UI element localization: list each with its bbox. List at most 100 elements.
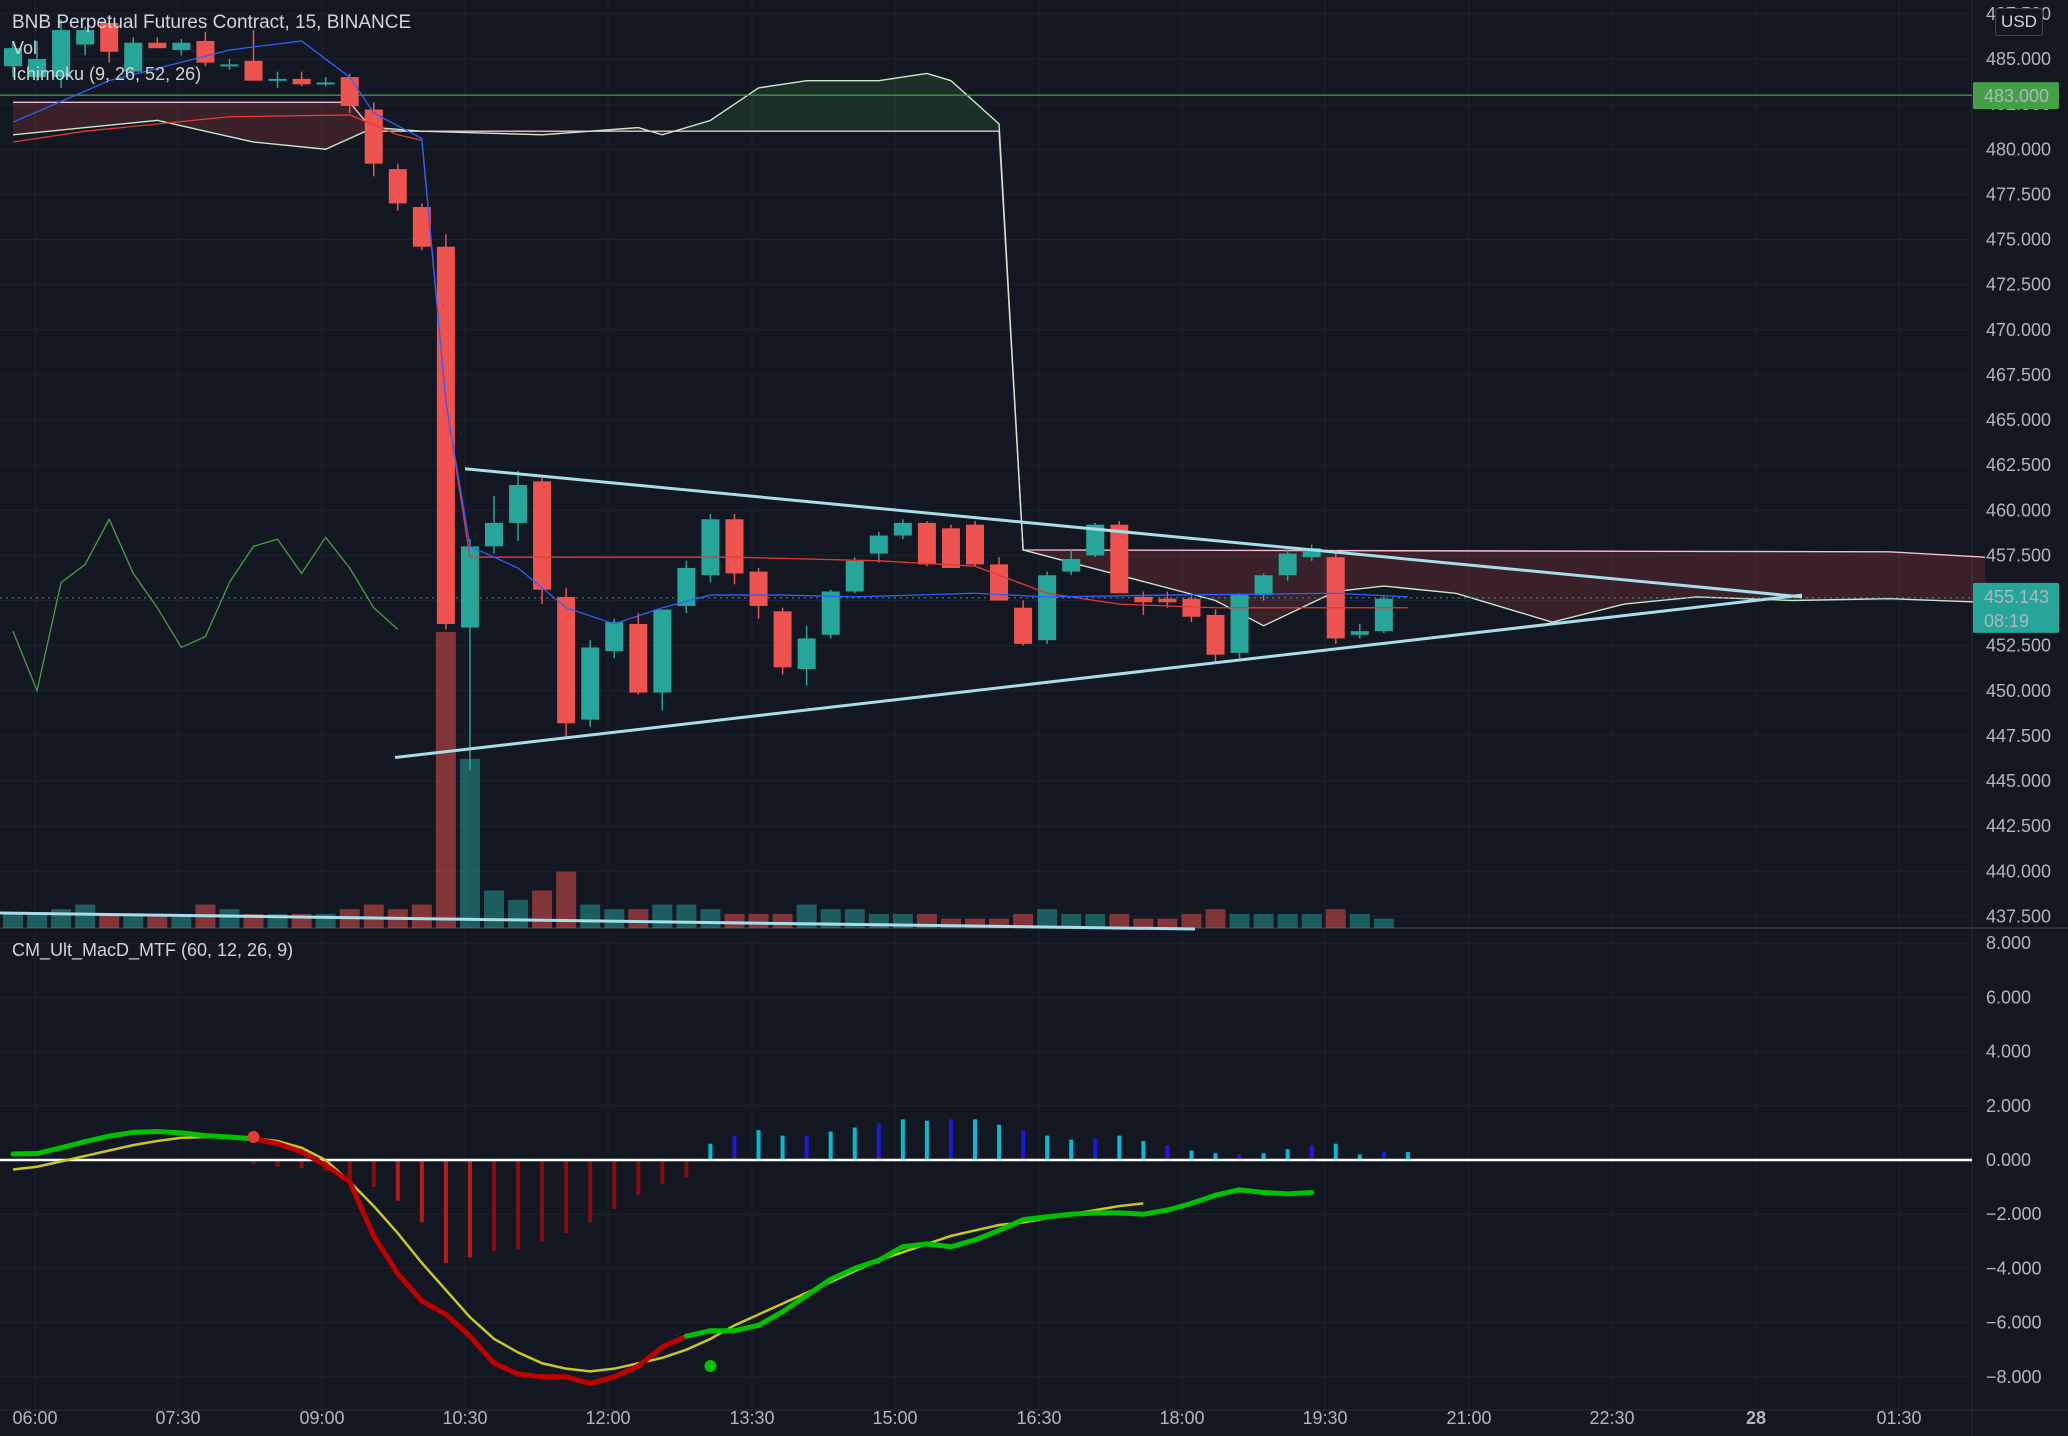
- candle-body: [28, 59, 47, 78]
- candle-body: [460, 546, 479, 628]
- histogram-bar: [540, 1160, 545, 1242]
- time-axis-label: 09:00: [299, 1408, 344, 1428]
- tenkan-sen-line: [12, 40, 1408, 625]
- macd-segment: [130, 1129, 160, 1135]
- macd-segment: [1188, 1192, 1218, 1206]
- price-axis-label: 467.500: [1986, 365, 2051, 385]
- candle-body: [1182, 598, 1201, 617]
- histogram-bar: [1141, 1141, 1146, 1160]
- histogram-bar: [780, 1135, 785, 1160]
- time-axis-label: 12:00: [585, 1408, 630, 1428]
- histogram-bar: [1213, 1153, 1218, 1160]
- currency-button[interactable]: USD: [1995, 8, 2043, 36]
- candle: [533, 477, 552, 605]
- histogram-bar: [828, 1131, 833, 1160]
- volume-bar: [1085, 913, 1106, 928]
- candle: [388, 163, 407, 211]
- macd-axis-label: −4.000: [1986, 1258, 2042, 1278]
- histogram-bar: [876, 1123, 881, 1160]
- candle: [1038, 571, 1057, 644]
- histogram-bar: [1309, 1145, 1314, 1160]
- macd-segment: [347, 1179, 377, 1239]
- macd-segment: [154, 1129, 184, 1136]
- time-axis-label: 21:00: [1446, 1408, 1491, 1428]
- macd-segment: [1044, 1211, 1074, 1220]
- volume-trendline: [0, 911, 1196, 931]
- macd-axis-label: −8.000: [1986, 1367, 2042, 1387]
- candle: [725, 513, 744, 585]
- histogram-bar: [1021, 1130, 1026, 1160]
- time-axis-label: 01:30: [1876, 1408, 1921, 1428]
- price-axis-label: 460.000: [1986, 500, 2051, 520]
- macd-segment: [202, 1133, 232, 1140]
- volume-bar: [556, 871, 577, 928]
- candle-body: [52, 30, 71, 78]
- volume-bar: [147, 913, 168, 928]
- price-axis-label: 440.000: [1986, 861, 2051, 881]
- histogram-bar: [852, 1127, 857, 1160]
- kijun-sen-line: [12, 114, 1408, 609]
- macd-segment: [852, 1257, 882, 1271]
- volume-bar: [1133, 918, 1154, 928]
- volume-legend: Vol: [12, 38, 38, 58]
- candle-body: [725, 519, 744, 574]
- candle-body: [605, 622, 624, 652]
- candle-body: [316, 82, 335, 85]
- volume-bar: [989, 918, 1010, 928]
- macd-legend: CM_Ult_MacD_MTF (60, 12, 26, 9): [12, 940, 294, 960]
- macd-segment: [1068, 1210, 1098, 1217]
- price-axis-label: 445.000: [1986, 771, 2051, 791]
- volume-bar: [1229, 913, 1250, 928]
- volume-bar: [484, 890, 504, 928]
- candle: [677, 560, 696, 614]
- price-axis-label: 472.500: [1986, 275, 2051, 295]
- trendlines: [0, 467, 1803, 931]
- candle-body: [1110, 524, 1129, 594]
- volume-bars: [3, 631, 1394, 928]
- macd-segment: [299, 1149, 329, 1168]
- volume-bar: [123, 913, 144, 928]
- candle-body: [653, 609, 672, 693]
- volume-bar: [75, 904, 96, 928]
- time-axis-label: 13:30: [729, 1408, 774, 1428]
- candle: [436, 234, 455, 630]
- candle-body: [436, 246, 455, 624]
- candle-body: [557, 596, 576, 724]
- candle-body: [1158, 598, 1177, 603]
- candle: [917, 521, 936, 567]
- candle: [821, 589, 840, 639]
- macd-segment: [515, 1371, 545, 1380]
- candle-body: [749, 571, 768, 606]
- macd-axis-label: −2.000: [1986, 1204, 2042, 1224]
- candle: [941, 524, 960, 569]
- volume-bar: [27, 913, 48, 928]
- histogram-bar: [1381, 1151, 1386, 1160]
- histogram-bar: [251, 1160, 256, 1165]
- candle: [1278, 546, 1297, 581]
- histogram-bar: [395, 1160, 400, 1201]
- macd-segment: [1237, 1187, 1267, 1196]
- candle-body: [893, 522, 912, 536]
- candle-body: [533, 481, 552, 590]
- macd-segment: [683, 1328, 713, 1339]
- volume-bar: [724, 913, 745, 928]
- candle-body: [869, 535, 888, 554]
- candle: [244, 30, 263, 81]
- volume-bar: [3, 913, 23, 928]
- histogram-bar: [804, 1135, 809, 1160]
- bar-countdown-text: 08:19: [1984, 611, 2029, 631]
- candle: [1110, 521, 1129, 594]
- macd-segment: [34, 1145, 64, 1156]
- histogram-bar: [443, 1160, 448, 1263]
- price-axis-label: 457.500: [1986, 545, 2051, 565]
- candle-body: [244, 60, 263, 81]
- macd-segment: [82, 1133, 112, 1145]
- histogram-bar: [1261, 1153, 1266, 1160]
- candle-body: [773, 611, 792, 668]
- candle-body: [364, 109, 383, 164]
- histogram-bar: [588, 1160, 593, 1223]
- macd-line: [10, 1129, 1315, 1387]
- volume-bar: [99, 913, 120, 928]
- candle: [460, 539, 479, 771]
